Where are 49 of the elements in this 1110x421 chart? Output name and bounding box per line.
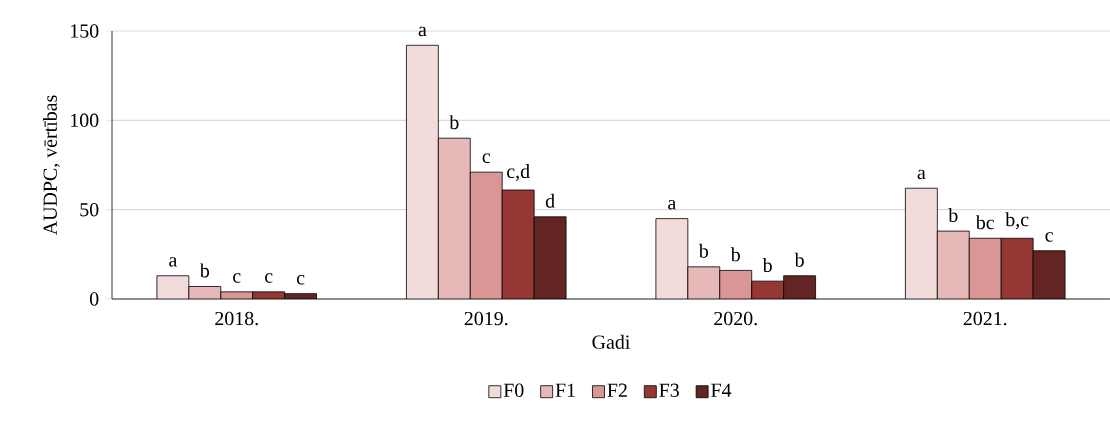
bar bbox=[1032, 250, 1066, 299]
bar bbox=[687, 266, 720, 299]
bar bbox=[719, 270, 752, 299]
data-label: c bbox=[296, 275, 305, 285]
bar bbox=[470, 172, 503, 299]
data-label: c bbox=[1045, 232, 1053, 242]
x-tick-label: 2018. bbox=[215, 311, 258, 326]
legend-label: F3 bbox=[659, 383, 679, 397]
bar bbox=[968, 237, 1002, 299]
data-label: a bbox=[169, 257, 178, 267]
x-tick-label: 2020. bbox=[714, 311, 757, 326]
data-label: bc bbox=[975, 215, 995, 230]
bar bbox=[905, 187, 938, 299]
y-tick-label: 100 bbox=[71, 113, 99, 128]
data-label: b bbox=[794, 252, 804, 267]
bar bbox=[534, 216, 567, 299]
data-label: c bbox=[233, 273, 241, 283]
data-label: b bbox=[762, 258, 772, 273]
y-tick-label: 150 bbox=[71, 24, 99, 38]
bar bbox=[438, 138, 471, 299]
bar bbox=[1000, 237, 1034, 299]
x-axis-title: Gadi bbox=[592, 334, 630, 349]
data-label: c,d bbox=[507, 164, 530, 181]
bar bbox=[936, 230, 970, 299]
data-label: b bbox=[730, 247, 740, 262]
data-label: c bbox=[482, 153, 491, 164]
data-label: b bbox=[449, 115, 459, 130]
legend-label: F4 bbox=[711, 383, 732, 397]
data-label: a bbox=[418, 26, 427, 37]
bar bbox=[502, 190, 535, 299]
data-label: b bbox=[948, 208, 958, 223]
data-label: b bbox=[698, 243, 709, 258]
legend-label: F0 bbox=[503, 383, 524, 398]
data-label: d bbox=[545, 193, 555, 208]
x-tick-label: 2021. bbox=[963, 311, 1007, 326]
data-label: a bbox=[668, 200, 677, 210]
legend-label: F2 bbox=[607, 383, 627, 397]
data-label: b,c bbox=[1005, 212, 1029, 230]
bar bbox=[783, 275, 816, 299]
data-label: c bbox=[265, 273, 273, 283]
y-axis-title: AUDPC, vērtības bbox=[42, 95, 60, 236]
y-tick-label: 0 bbox=[89, 292, 99, 306]
y-tick-label: 50 bbox=[80, 202, 99, 217]
bar bbox=[655, 218, 688, 299]
legend-label: F1 bbox=[555, 383, 575, 397]
bar bbox=[406, 45, 439, 299]
data-label: a bbox=[917, 169, 926, 180]
data-label: b bbox=[199, 263, 210, 278]
x-tick-label: 2019. bbox=[464, 311, 508, 326]
